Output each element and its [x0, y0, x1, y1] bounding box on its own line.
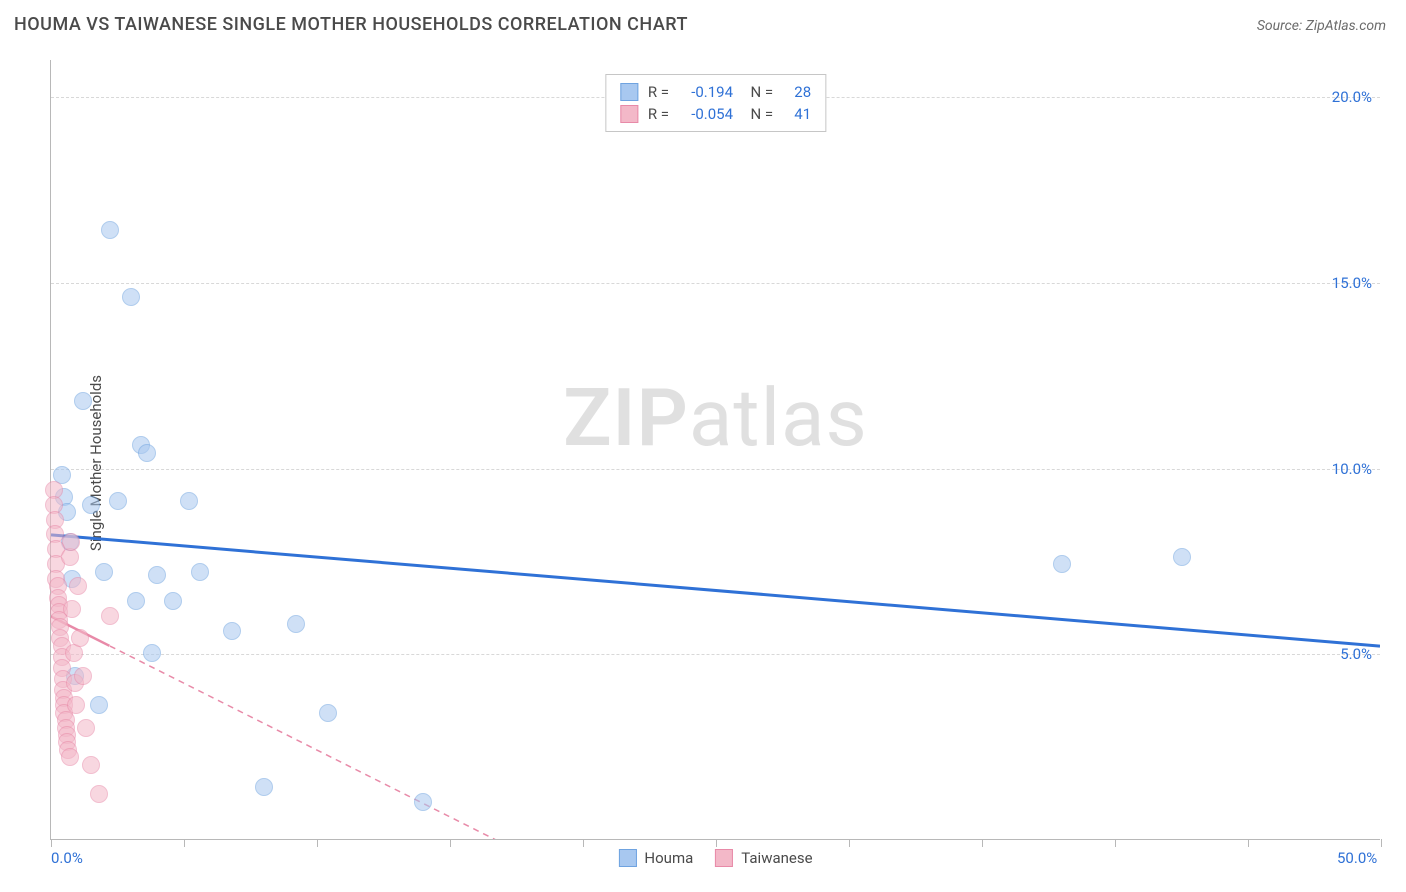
x-tick	[51, 839, 52, 847]
data-point	[71, 629, 89, 647]
legend-series-label: Houma	[644, 849, 693, 867]
chart-title: HOUMA VS TAIWANESE SINGLE MOTHER HOUSEHO…	[14, 14, 688, 35]
legend-r-value: -0.054	[679, 105, 733, 123]
legend-r-label: R =	[648, 83, 669, 101]
data-point	[109, 492, 127, 510]
x-tick	[1115, 839, 1116, 847]
legend-series: Houma Taiwanese	[618, 849, 812, 867]
data-point	[143, 644, 161, 662]
chart-source: Source: ZipAtlas.com	[1257, 18, 1386, 34]
data-point	[74, 392, 92, 410]
gridline	[51, 654, 1380, 655]
data-point	[414, 793, 432, 811]
data-point	[82, 496, 100, 514]
data-point	[180, 492, 198, 510]
chart-container: Single Mother Households ZIPatlas R =-0.…	[14, 48, 1392, 878]
trend-lines	[51, 60, 1380, 839]
data-point	[1173, 548, 1191, 566]
legend-item: Taiwanese	[715, 849, 812, 867]
data-point	[148, 566, 166, 584]
data-point	[82, 756, 100, 774]
gridline	[51, 469, 1380, 470]
y-tick-label: 10.0%	[1332, 460, 1372, 478]
data-point	[164, 592, 182, 610]
x-tick	[317, 839, 318, 847]
x-tick	[450, 839, 451, 847]
legend-row: R = -0.194 N = 28	[620, 81, 811, 103]
data-point	[61, 748, 79, 766]
x-tick	[1381, 839, 1382, 847]
y-tick-label: 5.0%	[1340, 645, 1372, 663]
data-point	[101, 607, 119, 625]
watermark: ZIPatlas	[563, 371, 868, 465]
data-point	[69, 577, 87, 595]
x-tick	[982, 839, 983, 847]
data-point	[122, 288, 140, 306]
x-tick	[849, 839, 850, 847]
x-tick	[716, 839, 717, 847]
legend-n-value: 28	[783, 83, 811, 101]
legend-swatch	[618, 849, 636, 867]
legend-r-value: -0.194	[679, 83, 733, 101]
chart-header: HOUMA VS TAIWANESE SINGLE MOTHER HOUSEHO…	[0, 0, 1406, 45]
legend-n-label: N =	[743, 105, 773, 123]
legend-swatch	[620, 83, 638, 101]
data-point	[255, 778, 273, 796]
watermark-atlas: atlas	[689, 371, 868, 465]
legend-series-label: Taiwanese	[741, 849, 812, 867]
data-point	[191, 563, 209, 581]
data-point	[90, 785, 108, 803]
legend-row: R = -0.054 N = 41	[620, 103, 811, 125]
data-point	[77, 719, 95, 737]
data-point	[74, 667, 92, 685]
data-point	[62, 533, 80, 551]
plot-area: ZIPatlas R =-0.194 N =28R =-0.054 N =41 …	[50, 60, 1380, 840]
x-tick	[1248, 839, 1249, 847]
legend-n-label: N =	[743, 83, 773, 101]
legend-r-label: R =	[648, 105, 669, 123]
legend-item: Houma	[618, 849, 693, 867]
data-point	[101, 221, 119, 239]
data-point	[319, 704, 337, 722]
legend-swatch	[715, 849, 733, 867]
x-tick	[184, 839, 185, 847]
data-point	[223, 622, 241, 640]
data-point	[287, 615, 305, 633]
data-point	[127, 592, 145, 610]
trend-line	[51, 616, 1380, 839]
y-tick-label: 20.0%	[1332, 88, 1372, 106]
watermark-zip: ZIP	[563, 371, 689, 465]
gridline	[51, 283, 1380, 284]
data-point	[1053, 555, 1071, 573]
x-tick	[583, 839, 584, 847]
legend-swatch	[620, 105, 638, 123]
data-point	[95, 563, 113, 581]
legend-n-value: 41	[783, 105, 811, 123]
data-point	[67, 696, 85, 714]
legend-correlation: R = -0.194 N = 28 R = -0.054 N = 41	[605, 74, 826, 132]
data-point	[90, 696, 108, 714]
data-point	[63, 600, 81, 618]
x-tick-label: 0.0%	[51, 849, 83, 867]
data-point	[138, 444, 156, 462]
x-tick-label: 50.0%	[1337, 849, 1377, 867]
y-tick-label: 15.0%	[1332, 274, 1372, 292]
